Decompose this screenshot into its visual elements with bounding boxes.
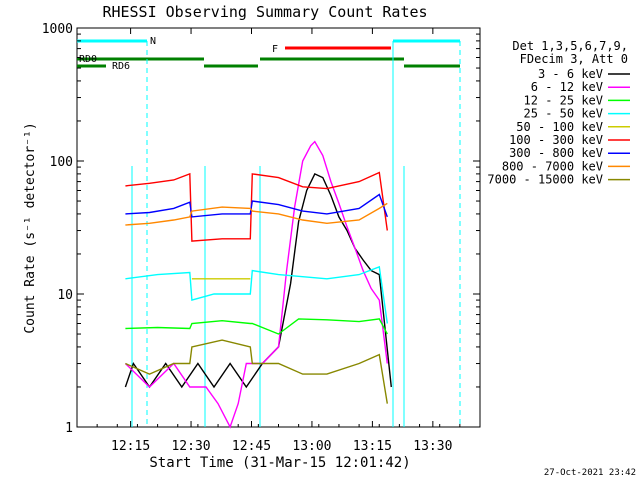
x-tick-label: 13:30 (413, 439, 452, 454)
x-axis: 12:15 12:30 12:45 13:00 13:15 13:30 (76, 28, 481, 454)
legend-label-8: 800 - 7000 keV (502, 159, 603, 173)
y-axis-label: Count Rate (s⁻¹ detector⁻¹) (23, 122, 38, 333)
flag-label: RD6 (112, 61, 130, 72)
legend-label-1: 3 - 6 keV (538, 67, 603, 81)
y-axis: 1 10 100 1000 (42, 22, 480, 436)
legend-label-2: 6 - 12 keV (531, 80, 603, 94)
legend-label-9: 7000 - 15000 keV (487, 173, 603, 187)
legend-label-7: 300 - 800 keV (509, 146, 603, 160)
flag-label: N (150, 36, 156, 47)
flag-label: RD0 (79, 54, 97, 65)
y-tick-label: 1000 (42, 22, 73, 37)
flag-bars: N F RD0 RD6 (77, 36, 461, 427)
legend-label-3: 12 - 25 keV (524, 93, 603, 107)
x-tick-label: 13:15 (353, 439, 392, 454)
flag-label: F (272, 44, 278, 55)
series-layer (124, 140, 392, 429)
series-line-4 (125, 265, 388, 324)
footer-date: 27-Oct-2021 23:42 (544, 468, 636, 478)
series-line-8 (125, 202, 388, 226)
y-tick-label: 100 (50, 155, 73, 170)
legend-label-6: 100 - 300 keV (509, 133, 603, 147)
legend-header-1: Det 1,3,5,6,7,9, (512, 39, 628, 53)
series-line-2 (124, 140, 388, 429)
legend-label-5: 50 - 100 keV (516, 120, 603, 134)
plot-area (76, 27, 481, 428)
y-tick-label: 10 (57, 288, 73, 303)
legend-label-4: 25 - 50 keV (524, 107, 603, 121)
series-line-3 (125, 318, 388, 335)
x-axis-label: Start Time (31-Mar-15 12:01:42) (149, 455, 410, 471)
y-tick-label: 1 (65, 421, 73, 436)
series-line-7 (125, 193, 388, 218)
x-tick-label: 12:30 (171, 439, 210, 454)
x-tick-label: 12:45 (232, 439, 271, 454)
x-tick-label: 13:00 (292, 439, 331, 454)
chart-title: RHESSI Observing Summary Count Rates (102, 3, 427, 21)
x-tick-label: 12:15 (111, 439, 150, 454)
series-line-1 (124, 172, 392, 389)
series-line-9 (125, 339, 388, 404)
legend-header-2: FDecim 3, Att 0 (520, 52, 628, 66)
